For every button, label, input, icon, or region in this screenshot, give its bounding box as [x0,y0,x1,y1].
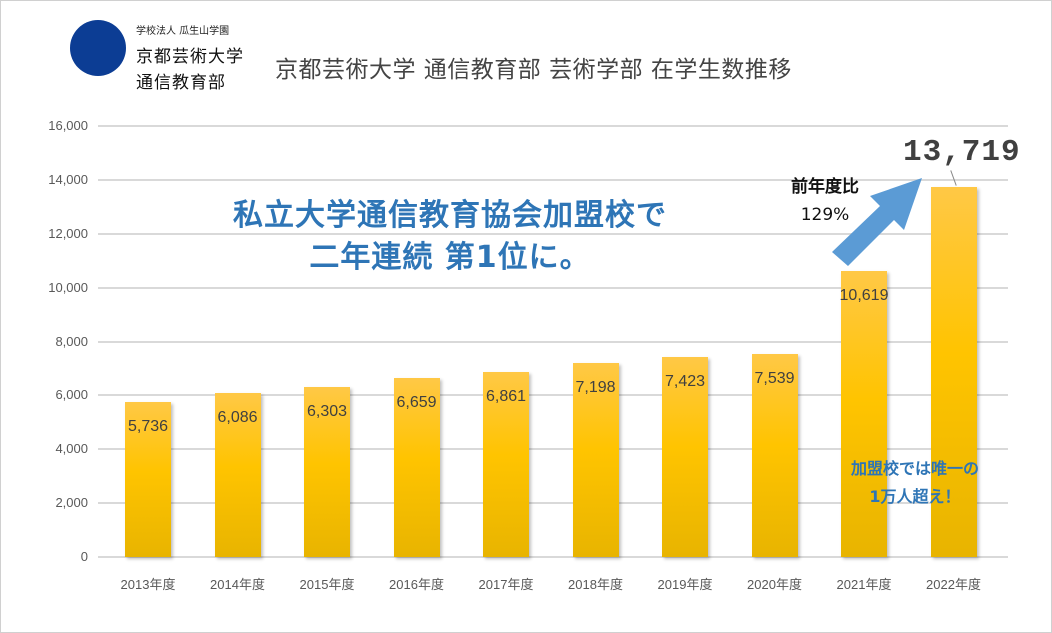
gridline [98,178,1008,181]
logo-corporation-name: 学校法人 瓜生山学園 [136,26,230,37]
bar-value-label: 6,086 [217,409,258,427]
bar [841,270,887,557]
gridline [98,502,1008,505]
y-axis-tick-label: 4,000 [55,441,88,457]
bar [214,393,261,557]
x-axis-tick-label: 2022年度 [926,577,981,592]
y-axis-tick-label: 8,000 [55,333,88,349]
highlight-value-2022: 13,719 [903,135,1021,170]
y-axis-tick-label: 14,000 [48,171,88,187]
chart-title: 京都芸術大学 通信教育部 芸術学部 在学生数推移 [275,57,792,83]
logo-university-name: 京都芸術大学 [136,47,244,67]
bar [304,387,350,557]
y-axis-tick-label: 0 [80,549,88,564]
logo-division-name: 通信教育部 [136,73,226,93]
bar-value-label: 7,423 [664,373,706,391]
y-axis-tick-label: 2,000 [55,495,88,511]
bar [483,372,529,557]
x-axis-tick-label: 2015年度 [299,577,355,592]
gridline [98,340,1008,343]
x-axis-tick-label: 2020年度 [747,577,802,592]
yoy-ratio-callout: 前年度比 129% [770,173,880,229]
gridline [98,232,1008,235]
x-axis-tick-label: 2017年度 [478,577,534,592]
yoy-ratio-title: 前年度比 [791,177,859,197]
y-axis-tick-label: 12,000 [48,225,88,241]
x-axis-tick-label: 2021年度 [836,577,892,592]
gridline [98,394,1008,397]
x-axis-tick-label: 2018年度 [568,577,623,592]
growth-arrow-icon [832,178,922,266]
bar [393,377,440,557]
x-axis-tick-label: 2016年度 [389,577,444,592]
bar-value-label: 6,659 [396,393,437,411]
note-line-1: 加盟校では唯一の [850,459,979,478]
university-logo: 学校法人 瓜生山学園 京都芸術大学 通信教育部 [70,16,270,96]
x-axis-tick-label: 2013年度 [120,577,176,592]
x-axis-tick-label: 2014年度 [210,577,265,592]
bar [125,402,171,557]
gridline [98,125,1008,127]
note-line-2: 1万人超え！ [869,487,961,506]
bar-value-label: 10,619 [839,286,889,304]
bar [930,187,977,557]
bar-value-label: 6,303 [306,403,348,421]
bar [751,353,798,557]
bar-value-label: 7,539 [754,369,795,387]
bar-value-label: 6,861 [485,388,527,406]
y-axis-tick-label: 10,000 [48,279,88,295]
logo-emblem-icon [72,22,124,74]
headline-line-2: 二年連続 第1位に。 [309,240,591,275]
gridline [98,448,1008,451]
x-axis-tick-label: 2019年度 [657,577,713,592]
bar [572,363,619,557]
bar [662,357,708,557]
headline-line-1: 私立大学通信教育協会加盟校で [233,198,667,233]
bar-value-label: 5,736 [127,418,169,436]
yoy-ratio-value: 129% [800,205,850,225]
gridline [98,556,1008,558]
y-axis-tick-label: 16,000 [48,118,88,133]
gridline [98,286,1008,289]
note-annotation: 加盟校では唯一の 1万人超え！ [815,455,1015,511]
bar-value-label: 7,198 [575,379,616,397]
y-axis-tick-label: 6,000 [55,387,88,403]
headline-annotation: 私立大学通信教育協会加盟校で 二年連続 第1位に。 [150,195,750,279]
